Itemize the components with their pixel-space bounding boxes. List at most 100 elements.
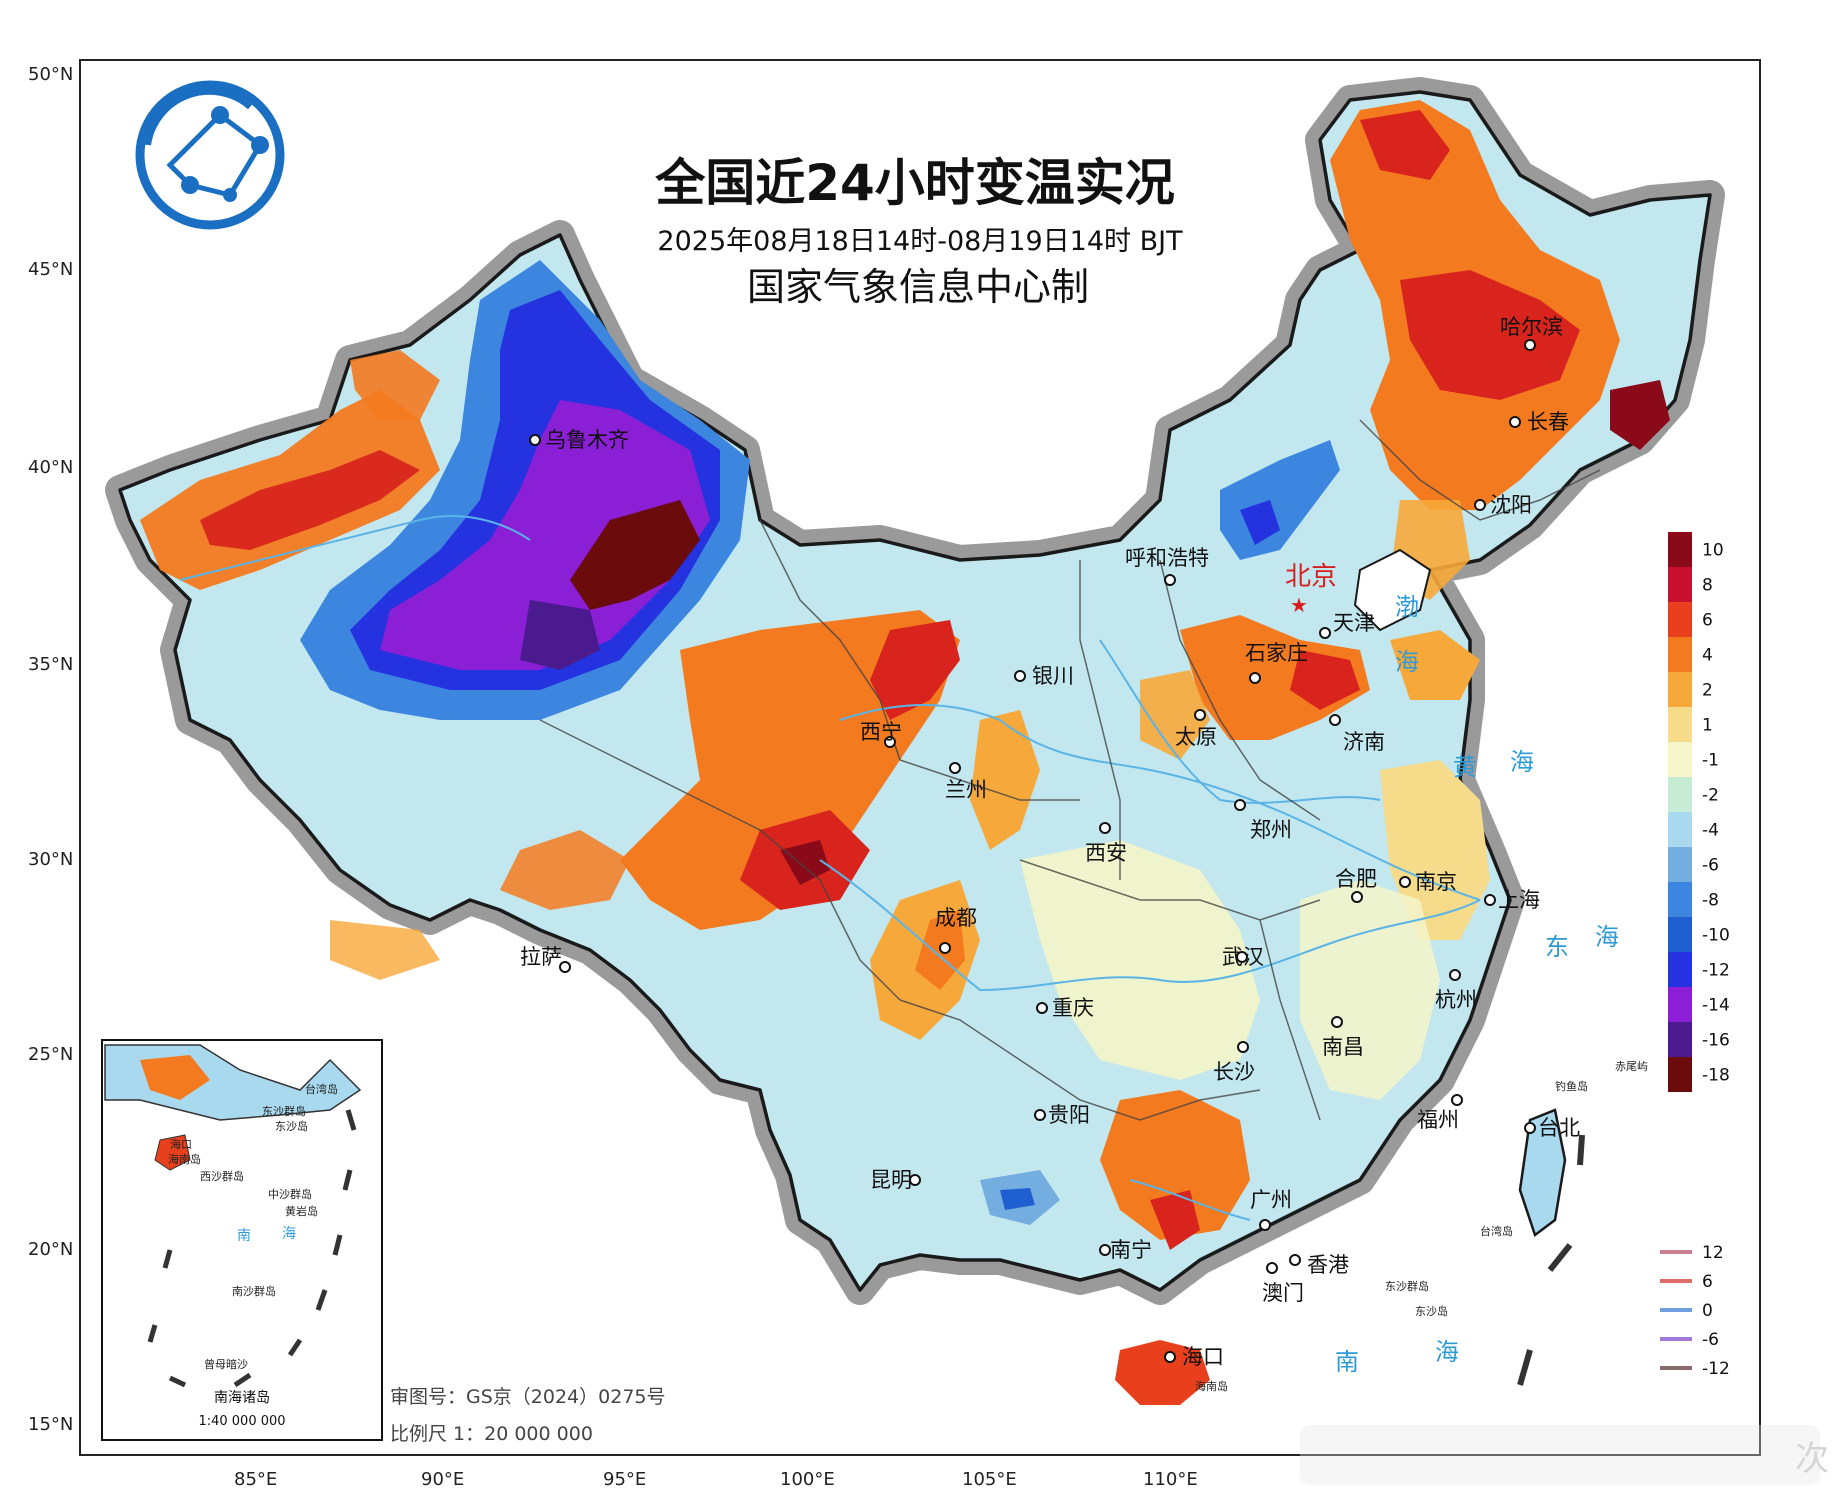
inset-label: 黄岩岛 [285,1204,318,1218]
inset-label: 南 [237,1228,251,1244]
city-dot [1524,339,1536,351]
lon-label: 85°E [234,1469,277,1490]
city-dot [1484,894,1496,906]
temperature-field [140,100,1670,1405]
rivers [179,515,1481,1221]
city-label: 成都 [935,906,977,930]
legend-label: -10 [1702,926,1730,946]
city-dot [1259,1219,1271,1231]
province-boundaries [539,419,1601,1121]
lat-label: 45°N [28,259,73,280]
city-dot [559,961,571,973]
city-marker: 福州 [1417,1094,1463,1132]
map-period: 2025年08月18日14时-08月19日14时 BJT [657,226,1183,257]
south-china-sea-inset: 海口 海南岛 东沙群岛 东沙岛 台湾岛 西沙群岛 中沙群岛 黄岩岛 南 海 南沙… [101,1039,383,1441]
city-dot [1237,1041,1249,1053]
city-marker: 南京 [1399,870,1457,894]
city-marker: 武汉 [1222,945,1264,969]
city-dot [1289,1254,1301,1266]
city-marker: 海口 [1164,1345,1224,1369]
city-dot [1236,951,1248,963]
city-marker: 哈尔滨 [1500,315,1563,351]
city-label: 台北 [1538,1116,1580,1140]
city-label: 济南 [1343,730,1385,754]
city-label: 拉萨 [520,945,562,969]
sea-labels: 渤 海 黄 海 东 海 南 海 [1335,593,1619,1376]
city-dot [1331,1016,1343,1028]
legend-swatch [1668,812,1692,847]
capital-star-icon: ★ [1290,593,1308,617]
map-title: 全国近24小时变温实况 [654,154,1175,212]
city-label: 乌鲁木齐 [545,428,629,452]
city-marker: 郑州 [1234,799,1292,842]
legend-swatch [1668,672,1692,707]
city-marker: 太原 [1175,709,1217,749]
city-marker: 杭州 [1435,969,1477,1012]
legend-label: -4 [1702,821,1719,841]
city-marker: 广州 [1250,1188,1292,1231]
city-dot [1266,1262,1278,1274]
city-marker: 天津 [1319,611,1375,639]
city-dot [529,434,541,446]
city-dot [939,942,951,954]
inset-label: 西沙群岛 [200,1169,244,1183]
sea-label: 海 [1510,748,1540,776]
city-dot [1164,574,1176,586]
legend-swatch [1668,777,1692,812]
city-marker: 上海 [1484,888,1540,912]
contour-label: 12 [1702,1243,1724,1263]
city-marker: 石家庄 [1245,641,1308,684]
lat-label: 20°N [28,1239,73,1260]
city-marker: 西安 [1085,822,1127,865]
legend-swatch [1668,602,1692,637]
bohai-sea [1353,548,1432,632]
city-dot [909,1174,921,1186]
city-dot [884,736,896,748]
city-dot [1449,969,1461,981]
city-marker: 济南 [1329,714,1385,754]
lon-label: 90°E [421,1469,464,1490]
city-label: 上海 [1498,888,1540,912]
city-marker: 成都 [935,906,977,954]
city-label: 银川 [1032,664,1074,688]
legend-label: -12 [1702,961,1730,981]
sea-label: 东 [1545,933,1575,961]
legend-swatch [1668,952,1692,987]
inset-label: 台湾岛 [305,1082,338,1096]
sea-label: 黄 [1453,753,1483,781]
watermark: 次 [1300,1425,1829,1485]
city-marker: 呼和浩特 [1125,546,1209,586]
city-marker: 乌鲁木齐 [529,428,629,452]
city-label: 南京 [1415,870,1457,894]
city-dot [1249,672,1261,684]
city-dot [1034,1109,1046,1121]
map-producer: 国家气象信息中心制 [747,265,1089,309]
city-dot [1099,1244,1111,1256]
capital-marker: 北京 ★ [1285,562,1337,617]
contour-label: 0 [1702,1301,1713,1321]
longitude-labels: 85°E 90°E 95°E 100°E 105°E 110°E [234,1469,1198,1490]
inset-label: 东沙群岛 [262,1104,306,1118]
lat-label: 50°N [28,64,73,85]
city-dot [1329,714,1341,726]
inset-label: 曾母暗沙 [204,1357,248,1371]
contour-label: 6 [1702,1272,1713,1292]
city-marker: 沈阳 [1474,493,1532,517]
city-label: 合肥 [1335,867,1377,891]
capital-label: 北京 [1285,562,1337,592]
contour-legend: 12 6 0 -6 -12 [1660,1243,1730,1379]
city-marker: 昆明 [870,1168,921,1192]
lon-label: 110°E [1143,1469,1198,1490]
city-dot [1319,627,1331,639]
lat-label: 25°N [28,1044,73,1065]
city-label: 重庆 [1052,996,1094,1020]
legend-label: 1 [1702,716,1713,736]
city-marker: 长沙 [1213,1041,1255,1084]
city-dot [1399,876,1411,888]
city-marker: 兰州 [945,762,987,802]
island-label: 赤尾屿 [1615,1060,1648,1073]
city-marker: 合肥 [1335,867,1377,903]
city-dot [1524,1122,1536,1134]
island-label: 海南岛 [1195,1379,1228,1393]
